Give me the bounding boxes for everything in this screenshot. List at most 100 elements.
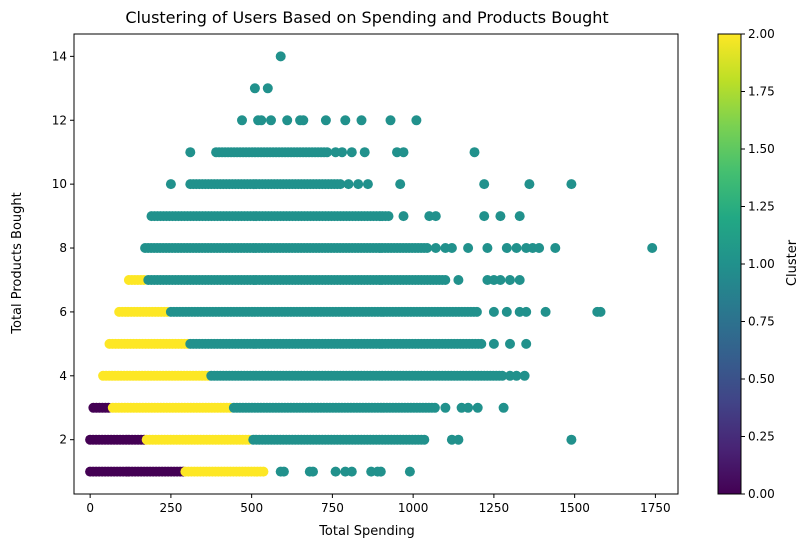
x-tick-label: 1500	[559, 501, 590, 515]
scatter-point	[346, 147, 357, 158]
scatter-point	[488, 338, 499, 349]
scatter-point	[566, 179, 577, 190]
scatter-point	[514, 275, 525, 285]
colorbar-label: Cluster	[785, 239, 800, 286]
scatter-point	[278, 466, 289, 477]
x-tick-label: 0	[86, 501, 94, 515]
scatter-point	[395, 179, 406, 190]
plot-frame	[73, 33, 679, 495]
colorbar-tick-label: 0.50	[748, 372, 775, 386]
colorbar-tick-label: 0.00	[748, 487, 775, 501]
scatter-point	[429, 402, 440, 413]
y-tick-label: 6	[59, 305, 67, 319]
colorbar: 0.00 0.25 0.50 0.75 1.00 1.25 1.50 1.75 2.00	[717, 27, 775, 501]
x-tick-label: 250	[159, 501, 182, 515]
scatter-point	[521, 306, 532, 317]
scatter-point	[463, 402, 474, 413]
scatter-point	[521, 338, 532, 349]
scatter-point	[343, 179, 354, 190]
scatter-point	[505, 275, 515, 285]
chart-title: Clustering of Users Based on Spending an…	[125, 8, 608, 27]
x-tick-label: 500	[240, 501, 263, 515]
colorbar-tick-label: 0.25	[748, 430, 775, 444]
colorbar-tick-label: 1.00	[748, 257, 775, 271]
x-axis: 0 250 500 750 1000 1250 1500 1750	[86, 494, 671, 515]
scatter-point	[647, 243, 658, 253]
scatter-point	[453, 434, 464, 445]
scatter-point	[501, 243, 512, 253]
scatter-point	[430, 211, 441, 222]
scatter-point	[308, 466, 318, 477]
scatter-point	[375, 466, 386, 477]
scatter-point	[534, 243, 545, 253]
scatter-point	[479, 179, 490, 190]
scatter-point	[249, 83, 260, 94]
scatter-point	[495, 275, 506, 285]
scatter-point	[595, 306, 606, 317]
x-axis-label: Total Spending	[318, 524, 415, 539]
scatter-point	[446, 243, 457, 253]
plot-area	[85, 51, 658, 477]
scatter-point	[482, 243, 493, 253]
x-tick-label: 1000	[398, 501, 429, 515]
scatter-point	[430, 243, 441, 253]
scatter-point	[550, 243, 561, 253]
scatter-point	[383, 211, 394, 222]
scatter-point	[362, 179, 373, 190]
scatter-point	[469, 147, 480, 158]
scatter-point	[566, 434, 577, 445]
scatter-point	[463, 243, 474, 253]
scatter-point	[185, 147, 196, 158]
scatter-point	[511, 243, 522, 253]
scatter-point	[540, 306, 551, 317]
y-tick-label: 4	[59, 369, 67, 383]
scatter-point	[476, 338, 487, 349]
y-axis-label: Total Products Bought	[10, 192, 25, 334]
scatter-point	[335, 179, 346, 190]
scatter-point	[356, 115, 367, 126]
y-tick-label: 12	[52, 113, 67, 127]
scatter-point	[488, 306, 499, 317]
scatter-point	[262, 83, 273, 94]
scatter-point	[385, 115, 396, 126]
x-tick-label: 1250	[479, 501, 510, 515]
scatter-point	[256, 115, 267, 126]
y-tick-label: 10	[52, 177, 67, 191]
scatter-point	[237, 115, 247, 126]
colorbar-tick-label: 0.75	[748, 315, 775, 329]
scatter-point	[320, 115, 331, 126]
scatter-point	[340, 115, 351, 126]
scatter-point	[298, 115, 309, 126]
scatter-point	[275, 51, 286, 62]
scatter-point	[165, 179, 176, 190]
scatter-point	[398, 211, 409, 222]
colorbar-gradient	[717, 33, 742, 495]
scatter-point	[505, 338, 515, 349]
scatter-point	[266, 115, 276, 126]
scatter-point	[337, 147, 348, 158]
scatter-point	[353, 179, 364, 190]
x-tick-label: 1750	[640, 501, 671, 515]
colorbar-tick-label: 1.50	[748, 142, 775, 156]
scatter-point	[453, 275, 464, 285]
y-axis: 2 4 6 8 10 12 14	[52, 49, 74, 447]
scatter-point	[282, 115, 293, 126]
scatter-point	[359, 147, 370, 158]
scatter-point	[322, 147, 333, 158]
scatter-point	[479, 211, 490, 222]
scatter-point	[511, 370, 522, 381]
scatter-point	[514, 211, 525, 222]
scatter-point	[411, 115, 422, 126]
scatter-point	[258, 466, 269, 477]
scatter-point	[330, 466, 341, 477]
scatter-point	[472, 402, 483, 413]
scatter-point	[495, 211, 506, 222]
scatter-point	[471, 306, 482, 317]
scatter-point	[419, 434, 430, 445]
y-tick-label: 14	[52, 49, 67, 63]
scatter-point	[422, 243, 433, 253]
scatter-point	[497, 370, 508, 381]
colorbar-tick-label: 2.00	[748, 27, 775, 41]
